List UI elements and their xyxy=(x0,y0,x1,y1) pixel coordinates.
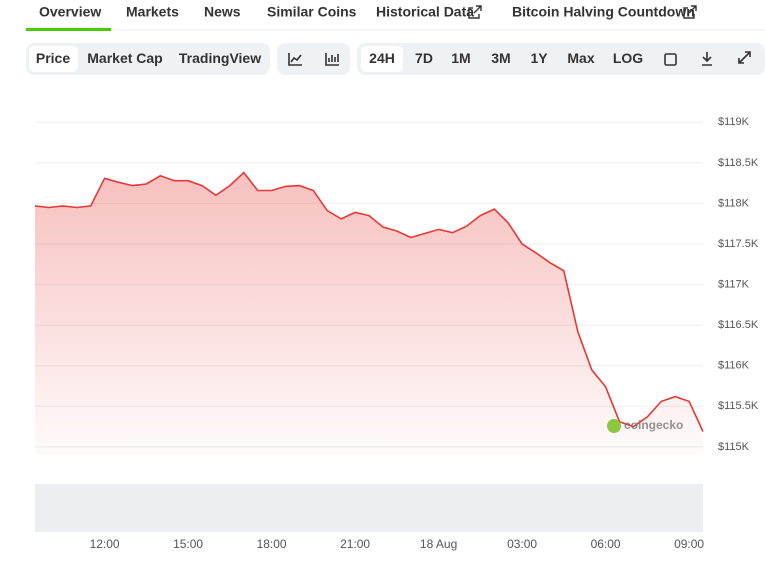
line-chart-icon[interactable] xyxy=(288,53,302,66)
range-button[interactable]: 7D xyxy=(415,50,433,66)
view-button[interactable]: Market Cap xyxy=(87,50,162,66)
nav-tab[interactable]: News xyxy=(204,4,241,20)
range-group xyxy=(357,43,765,75)
view-group xyxy=(26,43,270,75)
x-tick-label: 09:00 xyxy=(674,537,704,551)
range-button[interactable]: 24H xyxy=(369,50,395,66)
y-tick-label: $115.5K xyxy=(718,400,759,412)
y-tick-label: $115K xyxy=(718,441,750,453)
range-button[interactable]: LOG xyxy=(613,50,643,66)
nav-tabs xyxy=(25,28,765,31)
y-tick-label: $117K xyxy=(718,278,750,290)
range-button[interactable]: 1M xyxy=(451,50,470,66)
nav-tab[interactable]: Historical Data xyxy=(376,4,474,20)
price-line xyxy=(34,171,704,432)
external-link-icon[interactable] xyxy=(683,5,697,19)
x-tick-label: 21:00 xyxy=(340,537,370,551)
nav-tab[interactable]: Similar Coins xyxy=(267,4,357,20)
type-group xyxy=(277,43,350,75)
price-area xyxy=(35,172,703,455)
volume-strip xyxy=(35,484,703,532)
active-range-bg xyxy=(361,46,403,72)
view-button[interactable]: TradingView xyxy=(179,50,261,66)
y-tick-label: $118.5K xyxy=(718,157,759,169)
expand-icon[interactable] xyxy=(738,51,751,64)
view-button[interactable]: Price xyxy=(36,50,70,66)
y-tick-label: $116K xyxy=(718,360,750,372)
x-tick-label: 12:00 xyxy=(90,537,120,551)
active-tab-indicator xyxy=(26,28,111,31)
watermark-logo xyxy=(607,419,621,433)
watermark: coingecko xyxy=(624,418,683,432)
x-tick-label: 06:00 xyxy=(591,537,621,551)
download-icon[interactable] xyxy=(702,52,712,66)
toolbar-icons xyxy=(288,5,751,66)
bar-chart-icon[interactable] xyxy=(325,53,339,66)
range-button[interactable]: Max xyxy=(567,50,594,66)
x-tick-label: 03:00 xyxy=(507,537,537,551)
range-button[interactable]: 1Y xyxy=(530,50,548,66)
y-tick-label: $118K xyxy=(718,197,750,209)
y-tick-label: $119K xyxy=(718,116,750,128)
x-tick-label: 18 Aug xyxy=(420,537,457,551)
y-tick-label: $116.5K xyxy=(718,319,759,331)
calendar-icon[interactable] xyxy=(664,53,677,66)
y-tick-label: $117.5K xyxy=(718,238,759,250)
nav-tab[interactable]: Bitcoin Halving Countdown xyxy=(512,4,695,20)
x-tick-label: 15:00 xyxy=(173,537,203,551)
x-tick-label: 18:00 xyxy=(257,537,287,551)
range-button[interactable]: 3M xyxy=(491,50,510,66)
nav-tab[interactable]: Markets xyxy=(126,4,179,20)
active-view-bg xyxy=(29,46,78,72)
external-link-icon[interactable] xyxy=(468,5,482,19)
nav-tab[interactable]: Overview xyxy=(39,4,101,20)
